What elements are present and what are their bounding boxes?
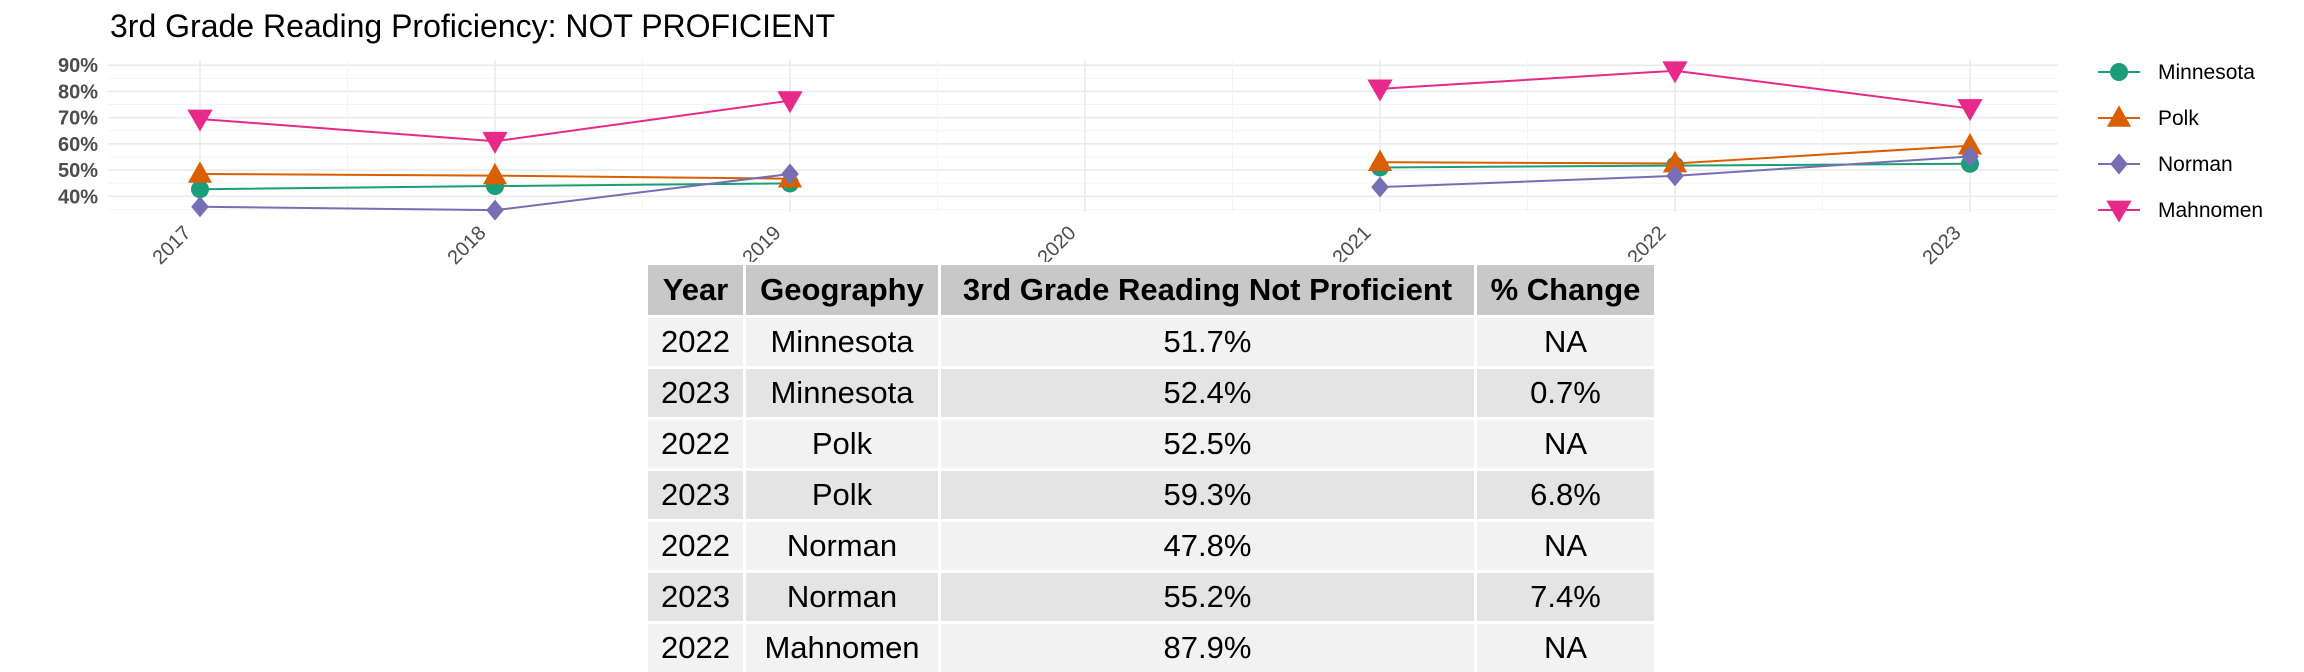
table-cell: 6.8% <box>1474 468 1657 522</box>
data-point-polk <box>1957 133 1983 155</box>
y-tick-label: 70% <box>58 108 98 130</box>
table-cell: Mahnomen <box>743 621 941 672</box>
y-tick-label: 60% <box>58 134 98 156</box>
table-cell: 0.7% <box>1474 366 1657 420</box>
table-cell: 51.7% <box>938 315 1477 369</box>
data-point-mahnomen <box>482 131 508 154</box>
legend-label-polk: Polk <box>2158 107 2199 130</box>
x-tick-label: 2023 <box>1919 222 1966 269</box>
y-tick-label: 40% <box>58 186 98 208</box>
chart-title: 3rd Grade Reading Proficiency: NOT PROFI… <box>110 8 835 44</box>
table-cell: 52.4% <box>938 366 1477 420</box>
y-axis: 40% 50% 60% 70% 80% 90% <box>58 55 98 208</box>
table-cell: NA <box>1474 519 1657 573</box>
data-point-norman <box>486 199 504 221</box>
data-point-norman <box>781 163 799 185</box>
legend-marker-minnesota <box>2109 62 2129 82</box>
data-point-norman <box>1666 165 1684 187</box>
column-header: 3rd Grade Reading Not Proficient <box>938 262 1477 318</box>
column-header: Year <box>645 262 746 318</box>
data-point-mahnomen <box>1367 79 1393 102</box>
column-header: % Change <box>1474 262 1657 318</box>
table-row: 2023 Minnesota 52.4% 0.7% <box>645 366 1657 420</box>
legend-label-norman: Norman <box>2158 153 2233 176</box>
legend-marker-mahnomen <box>2106 200 2132 223</box>
legend-marker-polk <box>2106 105 2132 127</box>
data-point-mahnomen <box>1957 99 1983 122</box>
table-cell: Norman <box>743 570 941 624</box>
legend-marker-norman <box>2110 153 2128 175</box>
table-cell: 2023 <box>645 366 746 420</box>
data-point-polk <box>187 161 213 183</box>
table-row: 2023 Norman 55.2% 7.4% <box>645 570 1657 624</box>
table-cell: Norman <box>743 519 941 573</box>
table-cell: NA <box>1474 417 1657 471</box>
table-cell: 52.5% <box>938 417 1477 471</box>
table-cell: 2022 <box>645 315 746 369</box>
table-cell: 55.2% <box>938 570 1477 624</box>
data-point-mahnomen <box>777 91 803 114</box>
y-tick-label: 50% <box>58 160 98 182</box>
table-cell: 2023 <box>645 570 746 624</box>
table-cell: 59.3% <box>938 468 1477 522</box>
table-row: 2022 Norman 47.8% NA <box>645 519 1657 573</box>
series-layer <box>187 61 1983 221</box>
data-point-norman <box>1961 145 1979 167</box>
data-point-norman <box>191 196 209 218</box>
table-header: Year Geography 3rd Grade Reading Not Profi… <box>645 262 1657 318</box>
table-cell: 47.8% <box>938 519 1477 573</box>
data-point-norman <box>1371 176 1389 198</box>
data-point-polk <box>1367 149 1393 172</box>
table-body: 2022 Minnesota 51.7% NA 2023 Minnesota 52.4% 0.… <box>645 315 1657 672</box>
data-point-mahnomen <box>187 109 213 132</box>
table-cell: Polk <box>743 417 941 471</box>
table-row: 2023 Polk 59.3% 6.8% <box>645 468 1657 522</box>
table-cell: Polk <box>743 468 941 522</box>
table-row: 2022 Minnesota 51.7% NA <box>645 315 1657 369</box>
table-cell: Minnesota <box>743 366 941 420</box>
x-tick-label: 2018 <box>444 222 491 269</box>
table-header-row: Year Geography 3rd Grade Reading Not Profi… <box>645 262 1657 318</box>
table-row: 2022 Polk 52.5% NA <box>645 417 1657 471</box>
grid <box>108 60 2058 212</box>
column-header: Geography <box>743 262 941 318</box>
y-tick-label: 80% <box>58 81 98 103</box>
table-cell: 2022 <box>645 519 746 573</box>
table-cell: NA <box>1474 621 1657 672</box>
table-cell: 7.4% <box>1474 570 1657 624</box>
table-row: 2022 Mahnomen 87.9% NA <box>645 621 1657 672</box>
legend-label-mahnomen: Mahnomen <box>2158 199 2263 222</box>
table-cell: 2023 <box>645 468 746 522</box>
legend-label-minnesota: Minnesota <box>2158 61 2255 84</box>
data-point-polk <box>1662 150 1688 173</box>
table-cell: 2022 <box>645 621 746 672</box>
table-cell: NA <box>1474 315 1657 369</box>
table-cell: 87.9% <box>938 621 1477 672</box>
data-point-polk <box>482 162 508 185</box>
table-cell: 2022 <box>645 417 746 471</box>
y-tick-label: 90% <box>58 55 98 77</box>
data-point-minnesota <box>190 180 210 199</box>
data-point-mahnomen <box>1662 61 1688 84</box>
x-tick-label: 2017 <box>149 222 196 269</box>
table-cell: Minnesota <box>743 315 941 369</box>
data-table: Year Geography 3rd Grade Reading Not Profi… <box>645 262 1657 672</box>
legend: Minnesota Polk Norman Mahnomen <box>2098 61 2263 223</box>
